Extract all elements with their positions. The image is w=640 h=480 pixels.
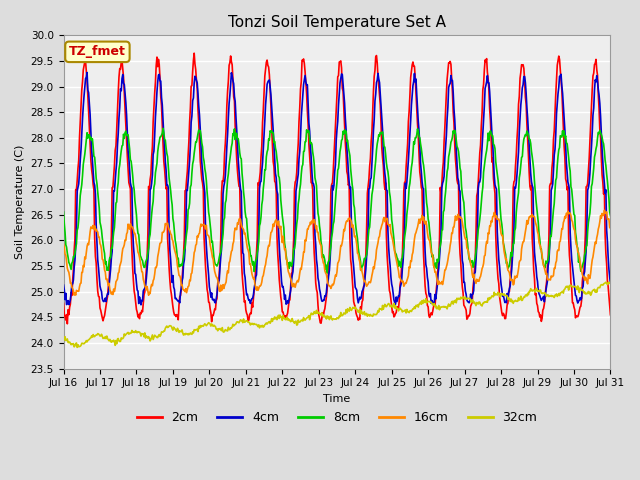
16cm [607, 226, 614, 231]
2cm [190, 50, 198, 56]
2cm [205, 299, 212, 305]
Line: 32cm: 32cm [63, 282, 611, 348]
8cm [437, 239, 445, 244]
2cm [60, 300, 67, 306]
8cm [159, 126, 167, 132]
8cm [323, 270, 331, 276]
4cm [181, 247, 189, 252]
4cm [60, 282, 67, 288]
2cm [558, 87, 566, 93]
32cm [74, 345, 81, 350]
16cm [383, 216, 390, 221]
4cm [383, 188, 391, 193]
4cm [137, 302, 145, 308]
16cm [436, 280, 444, 286]
8cm [607, 213, 614, 218]
4cm [607, 280, 614, 286]
16cm [204, 232, 212, 238]
2cm [383, 253, 391, 259]
32cm [607, 280, 614, 286]
8cm [204, 198, 212, 204]
2cm [330, 154, 338, 159]
32cm [330, 316, 337, 322]
Legend: 2cm, 4cm, 8cm, 16cm, 32cm: 2cm, 4cm, 8cm, 16cm, 32cm [132, 406, 543, 429]
16cm [600, 207, 608, 213]
16cm [180, 287, 188, 293]
2cm [607, 312, 614, 318]
4cm [330, 182, 338, 188]
16cm [145, 292, 152, 298]
32cm [602, 279, 610, 285]
2cm [63, 321, 71, 327]
8cm [558, 134, 566, 140]
Line: 8cm: 8cm [63, 129, 611, 273]
32cm [60, 336, 67, 342]
X-axis label: Time: Time [323, 394, 351, 404]
16cm [330, 282, 337, 288]
2cm [437, 191, 445, 197]
32cm [383, 304, 390, 310]
4cm [558, 83, 566, 89]
Line: 2cm: 2cm [63, 53, 611, 324]
16cm [60, 241, 67, 247]
8cm [383, 165, 391, 171]
4cm [205, 272, 212, 278]
32cm [436, 305, 444, 311]
32cm [204, 321, 212, 326]
32cm [557, 290, 565, 296]
Y-axis label: Soil Temperature (C): Soil Temperature (C) [15, 145, 25, 259]
2cm [180, 236, 188, 242]
8cm [60, 209, 67, 215]
4cm [437, 227, 445, 232]
32cm [180, 331, 188, 336]
16cm [557, 232, 565, 238]
Text: TZ_fmet: TZ_fmet [69, 45, 126, 59]
Line: 16cm: 16cm [63, 210, 611, 295]
8cm [180, 247, 188, 252]
4cm [83, 70, 91, 75]
Title: Tonzi Soil Temperature Set A: Tonzi Soil Temperature Set A [228, 15, 446, 30]
8cm [330, 219, 338, 225]
Line: 4cm: 4cm [63, 72, 611, 305]
